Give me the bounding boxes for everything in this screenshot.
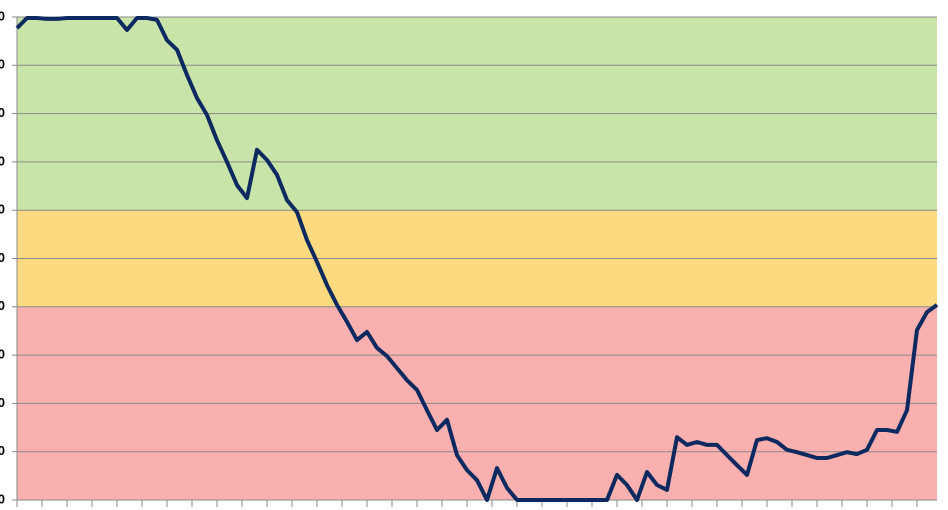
y-tick-label: 30 <box>0 347 5 362</box>
y-tick-label: 50 <box>0 250 5 265</box>
y-tick-label: 90 <box>0 57 5 72</box>
y-tick-label: 40 <box>0 298 5 313</box>
y-tick-label: 70 <box>0 153 5 168</box>
y-tick-label: 10 <box>0 443 5 458</box>
y-tick-label: 0 <box>0 491 5 506</box>
data-line <box>15 16 939 502</box>
y-tick-label: 20 <box>0 395 5 410</box>
y-tick-label: 100 <box>0 8 5 23</box>
y-tick-label: 60 <box>0 202 5 217</box>
y-tick-label: 80 <box>0 105 5 120</box>
